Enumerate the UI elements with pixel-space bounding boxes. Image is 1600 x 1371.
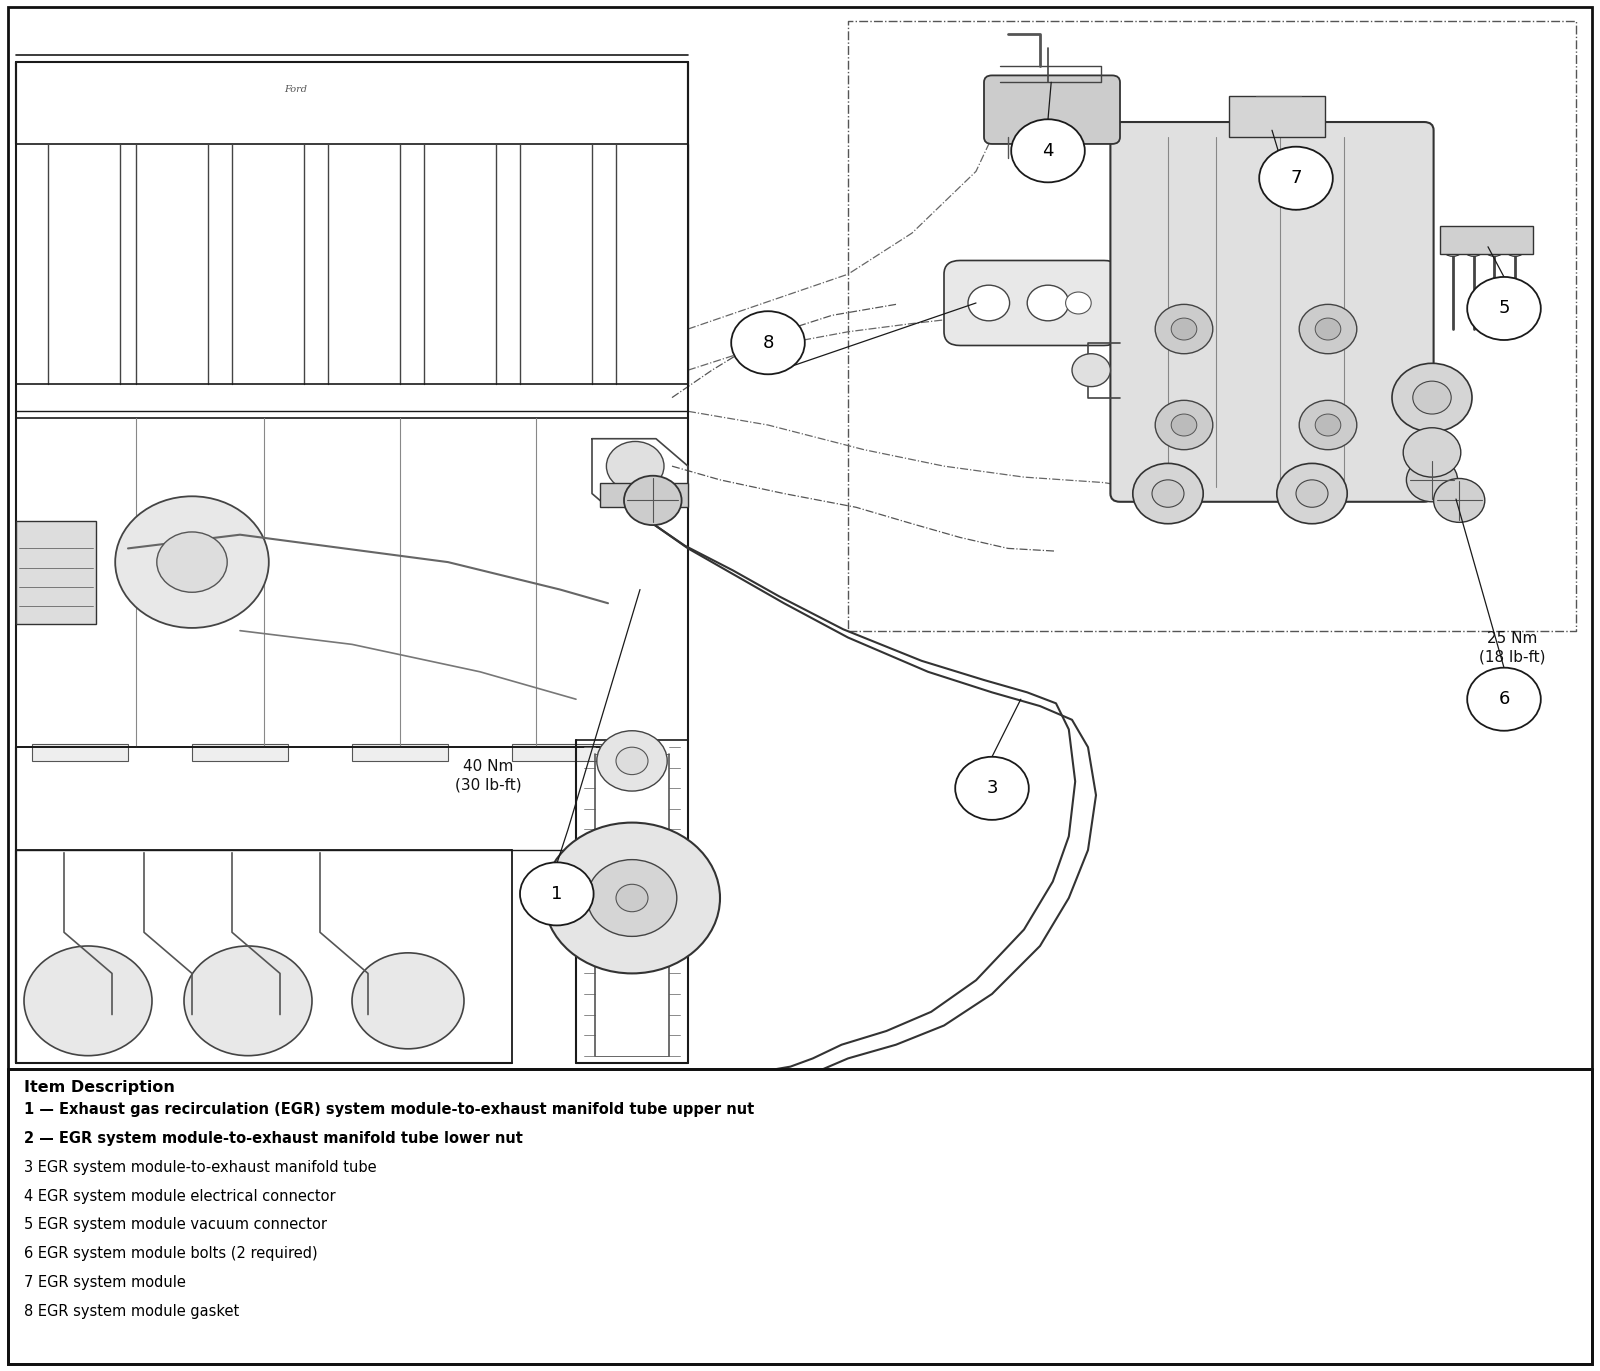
Circle shape bbox=[731, 311, 805, 374]
Circle shape bbox=[955, 757, 1029, 820]
FancyBboxPatch shape bbox=[1110, 122, 1434, 502]
Circle shape bbox=[1155, 400, 1213, 450]
Text: Ford: Ford bbox=[285, 85, 307, 93]
FancyBboxPatch shape bbox=[944, 260, 1120, 345]
Circle shape bbox=[1392, 363, 1472, 432]
Text: 40 Nm
(30 lb-ft): 40 Nm (30 lb-ft) bbox=[454, 758, 522, 792]
Text: 25 Nm
(18 lb-ft): 25 Nm (18 lb-ft) bbox=[1478, 631, 1546, 665]
Circle shape bbox=[968, 285, 1010, 321]
Bar bbox=[512, 744, 608, 761]
Circle shape bbox=[1434, 478, 1485, 522]
Text: 7: 7 bbox=[1290, 169, 1302, 188]
Circle shape bbox=[624, 476, 682, 525]
Circle shape bbox=[1467, 668, 1541, 731]
Bar bbox=[192, 744, 288, 761]
Text: 1: 1 bbox=[550, 884, 563, 903]
Circle shape bbox=[587, 860, 677, 936]
Bar bbox=[16, 521, 96, 624]
Text: 2: 2 bbox=[614, 1165, 627, 1185]
Text: 3 EGR system module-to-exhaust manifold tube: 3 EGR system module-to-exhaust manifold … bbox=[24, 1160, 376, 1175]
Circle shape bbox=[616, 747, 648, 775]
Text: 8: 8 bbox=[762, 333, 774, 352]
Text: 40 Nm
(30 lb-ft): 40 Nm (30 lb-ft) bbox=[454, 1106, 522, 1141]
Circle shape bbox=[1155, 304, 1213, 354]
Circle shape bbox=[1467, 277, 1541, 340]
Circle shape bbox=[1403, 428, 1461, 477]
Circle shape bbox=[1011, 119, 1085, 182]
Circle shape bbox=[1152, 480, 1184, 507]
Circle shape bbox=[1072, 354, 1110, 387]
Circle shape bbox=[1066, 292, 1091, 314]
Circle shape bbox=[1462, 237, 1485, 256]
Circle shape bbox=[1133, 463, 1203, 524]
Bar bbox=[352, 744, 448, 761]
Text: 4: 4 bbox=[1042, 141, 1054, 160]
Circle shape bbox=[1277, 463, 1347, 524]
Circle shape bbox=[24, 946, 152, 1056]
Circle shape bbox=[1259, 147, 1333, 210]
Circle shape bbox=[584, 1143, 658, 1206]
Circle shape bbox=[1315, 414, 1341, 436]
Circle shape bbox=[1299, 304, 1357, 354]
Circle shape bbox=[1027, 285, 1069, 321]
Circle shape bbox=[544, 823, 720, 973]
Circle shape bbox=[157, 532, 227, 592]
Circle shape bbox=[1504, 237, 1526, 256]
Text: 6 EGR system module bolts (2 required): 6 EGR system module bolts (2 required) bbox=[24, 1246, 318, 1261]
Circle shape bbox=[352, 953, 464, 1049]
Bar bbox=[32, 744, 128, 761]
Text: Item Description: Item Description bbox=[24, 1080, 174, 1095]
Text: 4 EGR system module electrical connector: 4 EGR system module electrical connector bbox=[24, 1189, 336, 1204]
Bar bbox=[600, 483, 688, 507]
Circle shape bbox=[616, 884, 648, 912]
Circle shape bbox=[597, 731, 667, 791]
Text: 2 — EGR system module-to-exhaust manifold tube lower nut: 2 — EGR system module-to-exhaust manifol… bbox=[24, 1131, 523, 1146]
Circle shape bbox=[115, 496, 269, 628]
Bar bbox=[1440, 226, 1533, 254]
Text: 6: 6 bbox=[1498, 690, 1510, 709]
Circle shape bbox=[1299, 400, 1357, 450]
FancyBboxPatch shape bbox=[984, 75, 1120, 144]
Text: 3: 3 bbox=[986, 779, 998, 798]
Bar bbox=[8, 1069, 1592, 1364]
Circle shape bbox=[1296, 480, 1328, 507]
Text: 5: 5 bbox=[1498, 299, 1510, 318]
Circle shape bbox=[1406, 458, 1458, 502]
Text: 1 — Exhaust gas recirculation (EGR) system module-to-exhaust manifold tube upper: 1 — Exhaust gas recirculation (EGR) syst… bbox=[24, 1102, 754, 1117]
Text: 5 EGR system module vacuum connector: 5 EGR system module vacuum connector bbox=[24, 1217, 326, 1233]
Bar bbox=[730, 1080, 787, 1111]
Circle shape bbox=[606, 441, 664, 491]
Circle shape bbox=[1171, 414, 1197, 436]
Text: 8 EGR system module gasket: 8 EGR system module gasket bbox=[24, 1304, 240, 1319]
Circle shape bbox=[1483, 237, 1506, 256]
Circle shape bbox=[1315, 318, 1341, 340]
Circle shape bbox=[1171, 318, 1197, 340]
Circle shape bbox=[1413, 381, 1451, 414]
Circle shape bbox=[520, 862, 594, 925]
Circle shape bbox=[184, 946, 312, 1056]
Circle shape bbox=[1442, 237, 1464, 256]
Text: 7 EGR system module: 7 EGR system module bbox=[24, 1275, 186, 1290]
Bar bbox=[1229, 96, 1325, 137]
